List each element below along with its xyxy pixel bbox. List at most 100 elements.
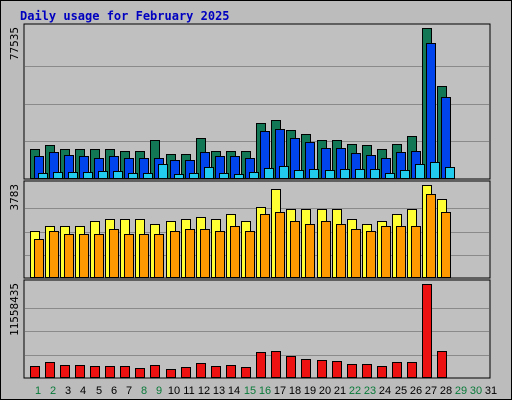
bar-day-13-series-1 [211,366,221,378]
panel-2: 3783 [8,180,491,279]
bar-day-18-series-2 [290,221,300,278]
bar-day-27-series-1 [422,284,432,378]
bar-day-17-series-3 [279,166,289,179]
x-tick-day-10: 10 [168,385,180,397]
bar-day-5-series-3 [98,171,108,179]
bar-day-26-series-3 [415,164,425,179]
x-tick-day-27: 27 [425,385,437,397]
bar-day-10-series-3 [174,174,184,179]
bar-day-8-series-3 [143,173,153,179]
x-tick-day-15: 15 [244,385,256,397]
y-axis-max-label: 3783 [8,184,21,211]
bar-day-1-series-1 [30,366,40,378]
bar-day-20-series-2 [321,221,331,278]
bar-day-15-series-1 [241,367,251,378]
bar-day-25-series-2 [396,226,406,278]
bar-day-1-series-2 [34,239,44,278]
bar-day-18-series-1 [286,356,296,378]
bar-day-23-series-3 [370,169,380,179]
bar-day-22-series-1 [347,364,357,378]
bar-day-16-series-3 [264,168,274,179]
bar-day-13-series-2 [215,231,225,278]
x-tick-day-25: 25 [395,385,407,397]
x-tick-day-9: 9 [156,385,162,397]
panel-3: 11558435 [8,279,491,379]
bar-day-1-series-3 [38,173,48,179]
bar-day-19-series-2 [305,224,315,278]
bar-day-23-series-2 [366,231,376,278]
x-tick-day-2: 2 [50,385,56,397]
x-tick-day-23: 23 [364,385,376,397]
bar-day-14-series-3 [234,174,244,179]
bar-day-11-series-3 [189,173,199,179]
bar-day-28-series-2 [441,97,451,179]
chart-panels: 77535 3783 11558435 [8,23,491,379]
bar-day-6-series-1 [105,366,115,378]
bar-day-18-series-3 [294,170,304,179]
bar-day-22-series-2 [351,229,361,278]
bar-day-20-series-1 [317,360,327,378]
bar-day-6-series-2 [109,229,119,278]
x-tick-day-16: 16 [259,385,271,397]
x-tick-day-30: 30 [470,385,482,397]
bar-day-4-series-2 [79,234,89,278]
x-tick-day-18: 18 [289,385,301,397]
x-tick-day-7: 7 [126,385,132,397]
bar-day-13-series-3 [219,173,229,179]
bar-day-21-series-3 [340,169,350,179]
bar-day-2-series-1 [45,362,55,378]
x-tick-day-26: 26 [410,385,422,397]
bar-day-3-series-3 [68,172,78,179]
y-axis-max-label: 11558435 [8,283,21,336]
bar-day-26-series-2 [411,226,421,278]
bar-day-28-series-1 [437,351,447,378]
x-tick-day-29: 29 [455,385,467,397]
bar-day-4-series-1 [75,365,85,378]
bar-day-2-series-2 [49,231,59,278]
x-tick-day-8: 8 [141,385,147,397]
x-axis-day-labels: 1 2 3 4 5 6 7 8 9 10 11 12 13 14 15 16 17 18 19 20 21 22 23 24 2… [35,385,497,397]
bar-day-21-series-2 [336,224,346,278]
bar-day-25-series-1 [392,362,402,378]
panel-1: 77535 [8,23,491,180]
bar-day-15-series-2 [245,231,255,278]
bar-day-2-series-3 [53,172,63,179]
bar-day-24-series-1 [377,366,387,378]
chart-title: Daily usage for February 2025 [20,9,230,23]
bar-day-17-series-1 [271,351,281,378]
bar-day-22-series-3 [355,169,365,179]
x-tick-day-12: 12 [198,385,210,397]
bar-day-7-series-1 [120,366,130,378]
x-tick-day-5: 5 [96,385,102,397]
bar-day-8-series-1 [135,368,145,378]
bar-day-9-series-1 [150,365,160,378]
x-tick-day-13: 13 [213,385,225,397]
bar-day-9-series-2 [154,234,164,278]
x-tick-day-17: 17 [274,385,286,397]
bar-day-28-series-2 [441,212,451,278]
bar-day-17-series-2 [275,212,285,278]
bar-day-16-series-2 [260,214,270,278]
x-tick-day-20: 20 [319,385,331,397]
x-tick-day-24: 24 [379,385,391,397]
bar-day-14-series-2 [230,226,240,278]
bar-day-4-series-3 [83,172,93,179]
bar-day-11-series-1 [181,367,191,378]
bar-day-12-series-2 [200,229,210,278]
bar-day-16-series-1 [256,352,266,378]
bar-day-20-series-3 [325,170,335,179]
bar-day-7-series-3 [128,173,138,179]
bar-day-23-series-1 [362,364,372,378]
x-tick-day-22: 22 [349,385,361,397]
bar-day-12-series-3 [204,167,214,179]
x-tick-day-14: 14 [228,385,240,397]
x-tick-day-21: 21 [334,385,346,397]
bar-day-27-series-2 [426,43,436,179]
x-tick-day-19: 19 [304,385,316,397]
bar-day-14-series-1 [226,365,236,378]
bar-day-26-series-1 [407,362,417,378]
x-tick-day-28: 28 [440,385,452,397]
y-axis-max-label: 77535 [8,27,21,60]
x-tick-day-31: 31 [485,385,497,397]
